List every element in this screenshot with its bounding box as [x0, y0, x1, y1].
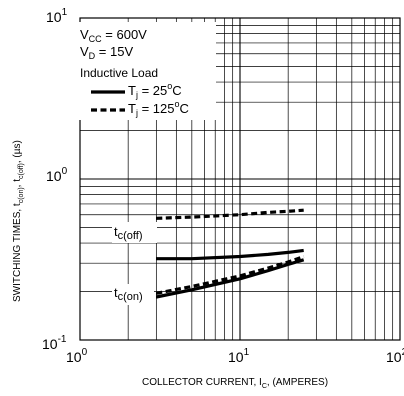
curve-label-tc-off: tc(off) [114, 224, 142, 242]
x-tick-label-1e0: 100 [66, 347, 88, 365]
y-axis-label: SWITCHING TIMES, tc(on), tc(off), (µs) [12, 140, 25, 302]
legend-entry-125c: Tj = 125oC [128, 99, 189, 118]
series-line-tc-on-125C [155, 254, 305, 295]
x-tick-label-1e1: 101 [228, 347, 250, 365]
y-tick-label-1e-1: 10-1 [42, 334, 67, 352]
series-line-tc-on-25C [155, 258, 305, 299]
x-axis-label: COLLECTOR CURRENT, IC, (AMPERES) [142, 377, 328, 390]
vcc-condition: VCC = 600V [80, 27, 147, 44]
load-condition: Inductive Load [80, 66, 158, 80]
vd-condition: VD = 15V [80, 44, 133, 61]
curve-label-tc-on: tc(on) [114, 285, 143, 303]
legend-entry-25c: Tj = 25oC [128, 81, 182, 100]
y-tick-label-1e1: 101 [46, 7, 68, 25]
series-line-tc-off-125C [156, 208, 304, 220]
curve-label-off-bg [112, 222, 157, 243]
plot-frame [79, 17, 401, 341]
series-line-tc-off-25C [156, 248, 304, 261]
series-layer [155, 208, 305, 299]
legend-box [76, 22, 216, 120]
x-tick-label-1e2: 102 [386, 347, 404, 365]
y-tick-label-1e0: 100 [46, 166, 68, 184]
curve-label-on-bg [112, 284, 154, 305]
